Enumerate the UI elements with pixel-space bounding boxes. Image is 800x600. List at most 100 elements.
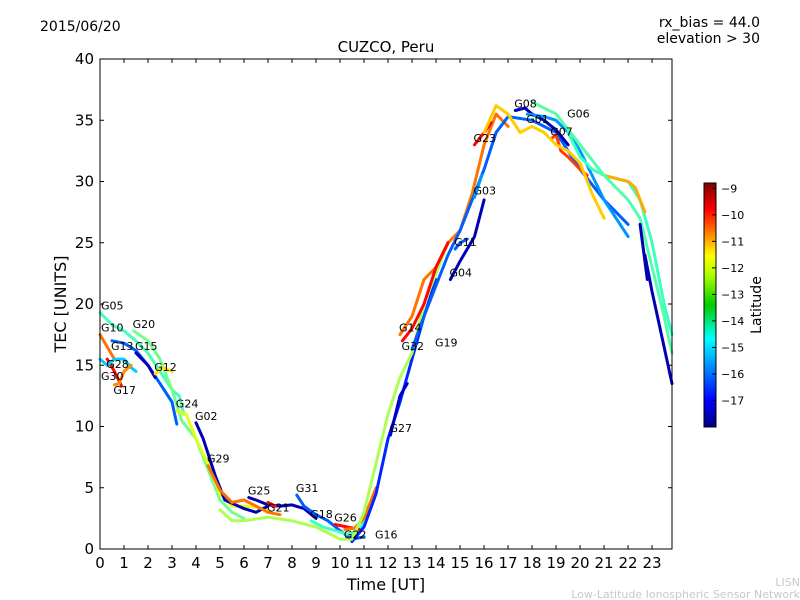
series-label: G15 (135, 340, 158, 353)
series-label: G18 (310, 508, 333, 521)
colorbar-tick-label: −11 (721, 235, 744, 248)
y-tick-label: 30 (75, 173, 94, 191)
series-line-G27 (388, 382, 409, 437)
series-label: G16 (375, 529, 398, 542)
series-label: G13 (111, 340, 134, 353)
y-tick-label: 15 (75, 356, 94, 374)
chart-title: CUZCO, Peru (338, 38, 435, 56)
series-label: G19 (435, 336, 458, 349)
series-line-G19 (410, 115, 630, 351)
series-label: G12 (154, 361, 177, 374)
x-axis-label: Time [UT] (346, 575, 425, 594)
elevation-label: elevation > 30 (657, 31, 760, 47)
y-tick-label: 40 (75, 50, 94, 68)
series-line-G10 (98, 333, 116, 361)
x-ticks: 0 1 2 3 4 5 6 7 8 9 10 11 12 13 14 15 16 17 18 19 20 21 22 23 (95, 59, 662, 572)
x-tick-label: 19 (547, 554, 566, 572)
date-label: 2015/06/20 (40, 19, 121, 35)
colorbar-tick-label: −17 (721, 394, 744, 407)
series-line-G32 (400, 241, 450, 343)
series-label: G10 (101, 322, 124, 335)
series-line-track-32 (482, 104, 606, 220)
x-tick-label: 8 (287, 554, 297, 572)
colorbar-tick-label: −13 (721, 288, 744, 301)
x-tick-label: 11 (354, 554, 373, 572)
series-label: G02 (195, 410, 218, 423)
series-label: G25 (248, 485, 271, 498)
x-tick-label: 4 (191, 554, 201, 572)
colorbar (703, 182, 717, 428)
y-tick-label: 0 (84, 540, 94, 558)
x-tick-label: 14 (427, 554, 446, 572)
series-label: G04 (449, 267, 472, 280)
series-line-G18 (309, 510, 371, 536)
series-label: G17 (113, 384, 136, 397)
x-tick-label: 22 (619, 554, 638, 572)
series-line-G20 (132, 329, 246, 520)
x-tick-label: 3 (167, 554, 177, 572)
x-tick-label: 2 (143, 554, 153, 572)
x-tick-label: 13 (402, 554, 421, 572)
colorbar-tick-label: −15 (721, 341, 744, 354)
series-label: G30 (101, 370, 124, 383)
series-line-G07 (549, 133, 589, 177)
x-tick-label: 10 (330, 554, 349, 572)
series-line-G14 (398, 112, 510, 337)
y-tick-label: 35 (75, 111, 94, 129)
x-tick-label: 9 (311, 554, 321, 572)
x-tick-label: 5 (215, 554, 225, 572)
rx-bias-label: rx_bias = 44.0 (659, 15, 760, 31)
series-line-G29 (206, 464, 282, 517)
series-label: G31 (296, 482, 319, 495)
series-line-track-33 (602, 173, 647, 214)
y-ticks: 0 5 10 15 20 25 30 35 40 (75, 50, 672, 558)
series-line-G15 (134, 351, 157, 379)
colorbar-tick-label: −9 (721, 182, 737, 195)
series-label: G03 (473, 184, 496, 197)
series-label: G29 (207, 453, 230, 466)
series-label: G32 (401, 340, 424, 353)
x-tick-label: 18 (523, 554, 542, 572)
colorbar-tick-label: −10 (721, 209, 744, 222)
series-label: G20 (133, 318, 156, 331)
colorbar-tick-label: −12 (721, 262, 744, 275)
series-line-G02 (194, 421, 270, 514)
x-tick-label: 17 (499, 554, 518, 572)
series-label: G11 (454, 236, 477, 249)
series-label: G07 (550, 126, 573, 139)
colorbar-tick-label: −16 (721, 368, 744, 381)
x-tick-label: 23 (643, 554, 662, 572)
y-tick-label: 20 (75, 295, 94, 313)
colorbar-ticks: −9 −10 −11 −12 −13 −14 −15 −16 −17 (712, 182, 744, 407)
series-label: G14 (399, 322, 422, 335)
y-tick-label: 5 (84, 479, 94, 497)
x-tick-label: 7 (263, 554, 273, 572)
series-line-G17 (112, 363, 133, 387)
series-line-G11 (453, 237, 469, 251)
colorbar-tick-label: −14 (721, 315, 744, 328)
series-line-G06 (566, 131, 674, 337)
series-label: G05 (101, 300, 124, 313)
series-label: G21 (267, 501, 290, 514)
series-label: G01 (526, 113, 549, 126)
series-line-G21 (266, 500, 277, 508)
series-line-track-36 (638, 222, 649, 281)
x-tick-label: 6 (239, 554, 249, 572)
colorbar-label: Latitude (749, 276, 765, 334)
series-label: G08 (514, 97, 537, 110)
watermark-long: Low-Latitude Ionospheric Sensor Network (571, 588, 800, 600)
x-tick-label: 0 (95, 554, 105, 572)
x-tick-label: 16 (475, 554, 494, 572)
series-label: G28 (106, 358, 129, 371)
series-label: G27 (389, 422, 412, 435)
x-tick-label: 20 (571, 554, 590, 572)
x-tick-label: 15 (451, 554, 470, 572)
series-line-G03 (473, 173, 484, 199)
x-tick-label: 21 (595, 554, 614, 572)
y-axis-label: TEC [UNITS] (51, 256, 70, 354)
series-label: G24 (176, 398, 199, 411)
axes-frame (99, 58, 673, 550)
series-label: G06 (567, 108, 590, 121)
